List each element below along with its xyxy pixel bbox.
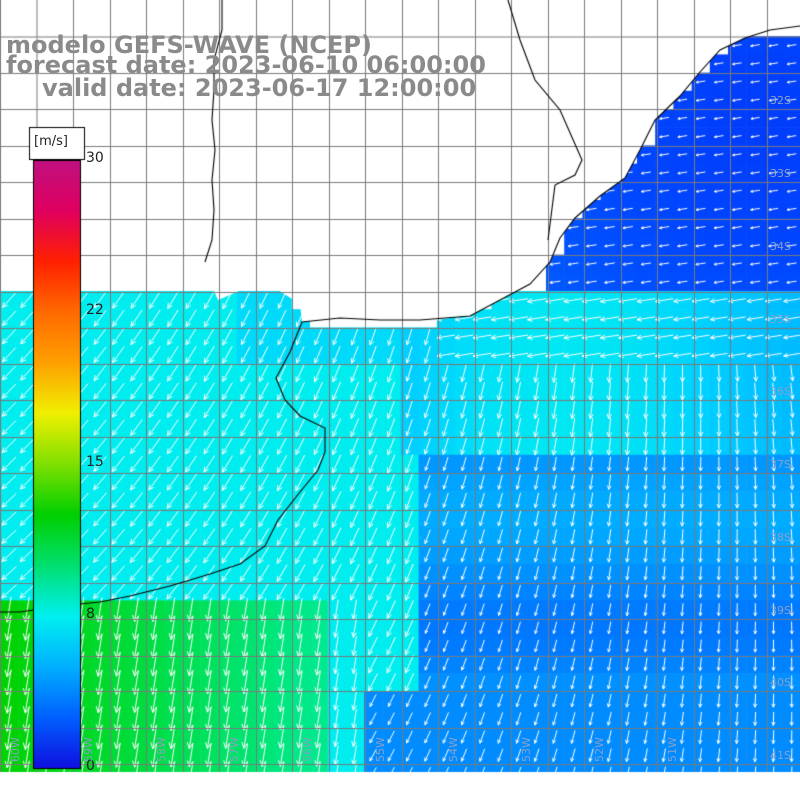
lat-label-36s: 36S: [770, 385, 791, 398]
lat-label-33s: 33S: [770, 167, 791, 180]
lat-label-39s: 39S: [770, 604, 791, 617]
lon-label-51w: 51W: [666, 737, 679, 762]
lat-label-40s: 40S: [770, 676, 791, 689]
lon-label-58w: 58W: [155, 737, 168, 762]
colorbar-unit: [m/s]: [34, 134, 68, 149]
title-model: modelo GEFS-WAVE (NCEP): [6, 31, 372, 59]
colorbar-tick-15: 15: [86, 454, 104, 470]
title-forecast-date: forecast date: 2023-06-10 06:00:00: [6, 51, 486, 79]
lon-label-54w: 54W: [447, 737, 460, 762]
lat-label-38s: 38S: [770, 531, 791, 544]
lon-label-59w: 59W: [82, 737, 95, 762]
lon-label-60w: 60W: [9, 737, 22, 762]
lon-label-55w: 55W: [374, 737, 387, 762]
colorbar-tick-30: 30: [86, 150, 104, 166]
lon-label-56w: 56W: [301, 737, 314, 762]
title-valid-date: valid date: 2023-06-17 12:00:00: [42, 74, 477, 102]
lat-label-32s: 32S: [770, 94, 791, 107]
lat-label-34s: 34S: [770, 240, 791, 253]
lat-label-37s: 37S: [770, 458, 791, 471]
lat-label-35s: 35S: [770, 313, 791, 326]
colorbar-tick-22: 22: [86, 302, 104, 318]
lon-label-52w: 52W: [593, 737, 606, 762]
colorbar-tick-8: 8: [86, 606, 95, 622]
colorbar-tick-0: 0: [86, 758, 95, 774]
lon-label-53w: 53W: [520, 737, 533, 762]
lat-label-41s: 41S: [770, 749, 791, 762]
lon-label-57w: 57W: [228, 737, 241, 762]
